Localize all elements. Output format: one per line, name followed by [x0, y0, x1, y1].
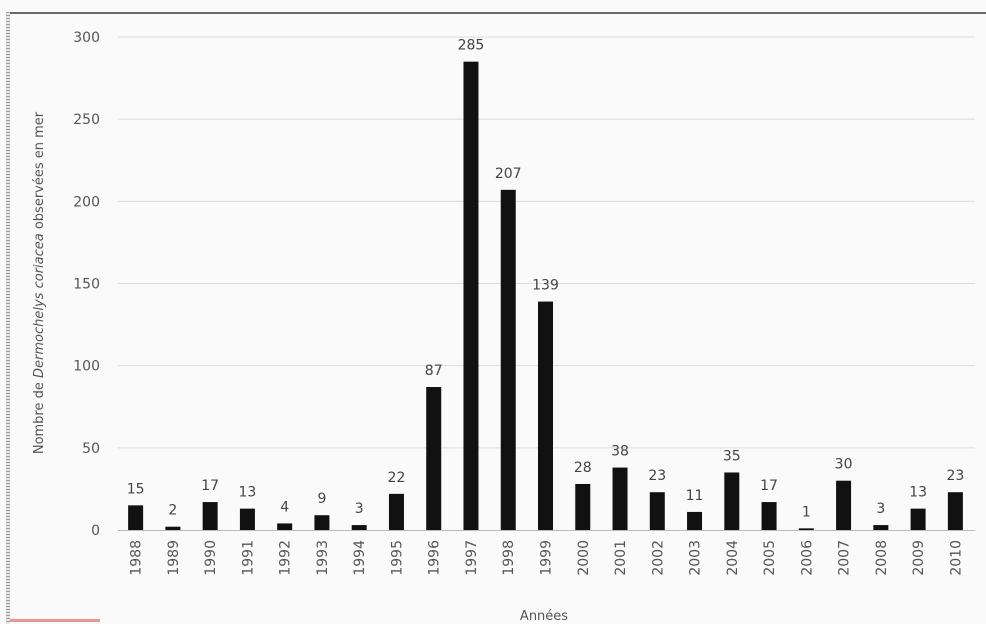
bar	[426, 387, 442, 530]
data-label: 17	[760, 478, 778, 494]
y-tick-labels: 0 50 100 150 200 250 300	[73, 30, 100, 539]
bar	[500, 189, 516, 530]
bar	[612, 467, 628, 530]
x-tick-label: 2010	[948, 540, 964, 576]
x-tick-label: 1992	[278, 540, 294, 576]
data-label: 15	[127, 481, 145, 497]
data-label: 9	[317, 491, 326, 507]
bar	[128, 505, 144, 530]
x-tick-label: 2004	[725, 540, 741, 576]
y-tick-label: 50	[82, 441, 100, 457]
bar	[873, 525, 889, 530]
scan-edge-mark	[10, 619, 100, 622]
data-label: 22	[388, 470, 406, 486]
data-label: 23	[946, 468, 964, 484]
bar	[538, 301, 553, 530]
y-tick-label: 0	[91, 523, 100, 539]
x-tick-label: 1997	[464, 540, 480, 576]
data-label: 13	[909, 485, 927, 501]
bar	[575, 483, 591, 530]
y-axis-title-part-3: observées en mer	[32, 111, 47, 233]
data-label: 2	[168, 503, 177, 519]
x-tick-label: 1990	[203, 540, 219, 576]
data-label: 23	[648, 468, 666, 484]
bar	[687, 511, 703, 530]
y-tick-label: 200	[73, 194, 100, 210]
x-tick-labels: 1988 1989 1990 1991 1992 1993 1994 1995 1996 1997…	[129, 540, 965, 576]
x-tick-label: 2006	[799, 540, 815, 576]
data-label: 38	[611, 444, 629, 460]
data-label: 17	[201, 478, 219, 494]
bar	[724, 472, 740, 530]
x-tick-label: 1991	[240, 540, 256, 576]
data-label: 3	[876, 501, 885, 517]
bar	[202, 502, 218, 530]
bar	[388, 493, 404, 530]
bar	[947, 492, 963, 530]
data-label: 285	[458, 38, 485, 54]
y-axis-title-part-1: Nombre de	[32, 378, 47, 454]
data-label: 28	[574, 460, 592, 476]
data-label: 87	[425, 363, 443, 379]
x-axis-title: Années	[520, 609, 568, 624]
data-label: 13	[238, 485, 256, 501]
y-tick-label: 150	[73, 277, 100, 293]
bar	[910, 508, 926, 530]
x-tick-label: 2005	[762, 540, 778, 576]
bars	[128, 61, 963, 531]
y-tick-label: 100	[73, 359, 100, 375]
bar	[239, 508, 255, 530]
data-label: 11	[686, 488, 704, 504]
x-tick-label: 1994	[352, 540, 368, 576]
bar	[314, 515, 330, 530]
bar	[277, 523, 293, 530]
data-labels: 15 2 17 13 4 9 3 22 87 285 207 139 28 38 23 11 35 17 1 30 3 1…	[127, 38, 965, 521]
x-tick-label: 2009	[911, 540, 927, 576]
x-tick-label: 1988	[129, 540, 145, 576]
y-tick-label: 300	[73, 30, 100, 46]
x-tick-label: 2007	[837, 540, 853, 576]
bar	[463, 61, 479, 531]
bar	[165, 526, 181, 530]
data-label: 30	[835, 457, 853, 473]
bar	[761, 502, 777, 530]
data-label: 35	[723, 448, 741, 464]
bar	[836, 480, 852, 530]
y-tick-label: 250	[73, 112, 100, 128]
x-tick-label: 2008	[874, 540, 890, 576]
x-tick-label: 1996	[427, 540, 443, 576]
x-tick-label: 2000	[576, 540, 592, 576]
bar	[649, 492, 665, 530]
y-axis-title: Nombre de Dermochelys coriacea observées…	[32, 111, 47, 454]
scan-edge-left	[6, 12, 10, 624]
x-tick-label: 2003	[688, 540, 704, 576]
data-label: 207	[495, 166, 522, 182]
data-label: 139	[532, 278, 559, 294]
x-tick-label: 1995	[389, 540, 405, 576]
x-tick-label: 1998	[501, 540, 517, 576]
data-label: 3	[355, 501, 364, 517]
x-tick-label: 1999	[539, 540, 555, 576]
data-label: 4	[280, 499, 289, 515]
x-tick-label: 1989	[166, 540, 182, 576]
bar	[798, 528, 814, 530]
x-tick-label: 1993	[315, 540, 331, 576]
y-axis-title-species: Dermochelys coriacea	[32, 233, 47, 378]
bar	[351, 525, 367, 530]
x-tick-label: 2002	[650, 540, 666, 576]
data-label: 1	[802, 504, 811, 520]
x-tick-label: 2001	[613, 540, 629, 576]
frame-top-border	[10, 12, 986, 14]
